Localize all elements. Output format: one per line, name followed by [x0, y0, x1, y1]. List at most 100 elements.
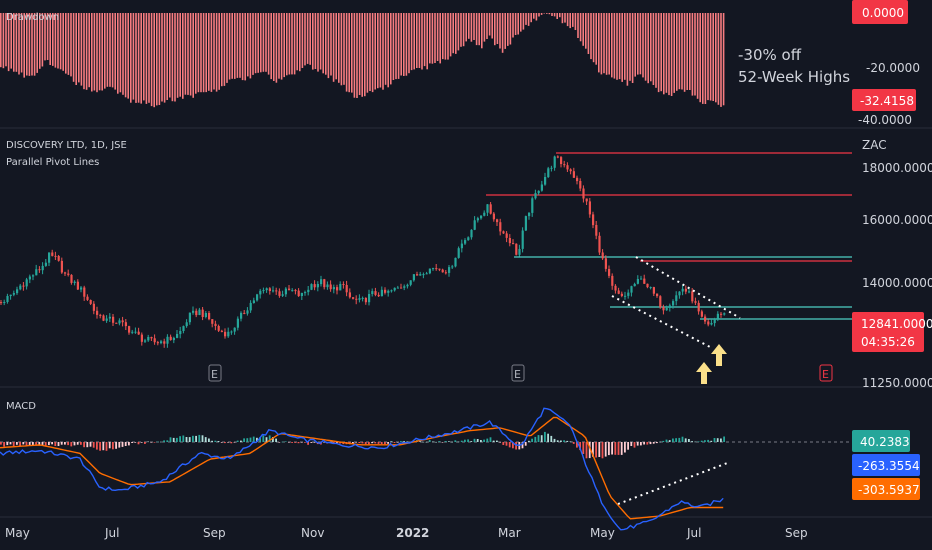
drawdown-bar — [431, 13, 434, 64]
macd-histogram-bar — [35, 442, 37, 446]
macd-histogram-bar — [240, 440, 242, 442]
candle-body — [28, 276, 31, 280]
macd-histogram-bar — [198, 434, 201, 442]
drawdown-bar — [28, 13, 31, 76]
candle-body — [19, 285, 22, 290]
macd-histogram-bar — [508, 442, 511, 448]
drawdown-bars — [0, 13, 725, 108]
candle-body — [688, 291, 691, 293]
macd-histogram-bar — [460, 440, 463, 442]
drawdown-bar — [488, 13, 491, 36]
earnings-marker-label: E — [822, 368, 829, 381]
macd-badge — [852, 430, 910, 452]
earnings-marker-upcoming[interactable] — [819, 364, 833, 382]
drawdown-bar — [247, 13, 249, 77]
earnings-marker[interactable] — [511, 364, 525, 382]
candle-body — [89, 300, 92, 304]
arrow-up-icon — [711, 344, 727, 366]
macd-histogram-bar — [163, 440, 165, 442]
candle-body — [124, 322, 127, 327]
candle-body — [224, 331, 227, 337]
macd-histogram-bar — [524, 442, 527, 446]
drawdown-bar — [169, 13, 171, 98]
macd-histogram-bar — [291, 442, 293, 443]
earnings-marker-label: E — [514, 368, 521, 381]
candle-body — [265, 288, 268, 291]
macd-histogram-bar — [201, 435, 204, 442]
drawdown-bar — [496, 13, 499, 44]
candle-body — [246, 310, 249, 314]
macd-histogram-bar — [28, 442, 31, 446]
drawdown-bar — [585, 13, 587, 49]
drawdown-bar — [88, 13, 90, 88]
candle-body — [316, 284, 319, 288]
candle-body — [438, 268, 441, 270]
drawdown-bar — [444, 13, 447, 60]
drawdown-bar — [460, 13, 462, 47]
macd-histogram-bar — [620, 442, 623, 455]
macd-histogram-bar — [160, 441, 162, 443]
candle-body — [240, 312, 243, 319]
drawdown-bar — [280, 13, 283, 80]
macd-histogram-bar — [604, 442, 607, 457]
drawdown-bar — [288, 13, 291, 75]
drawdown-bar — [195, 13, 197, 94]
macd-value: 40.2383 — [860, 435, 910, 449]
candle-body — [499, 222, 502, 232]
macd-trendline — [617, 461, 731, 505]
macd-histogram-bar — [166, 440, 169, 442]
earnings-marker[interactable] — [208, 364, 222, 382]
candle-body — [131, 331, 134, 333]
macd-histogram-bar — [294, 442, 297, 443]
candle-body — [281, 294, 284, 296]
candle-body — [627, 292, 630, 296]
drawdown-bar — [319, 13, 322, 70]
drawdown-bar — [161, 13, 163, 102]
wedge-trendlines — [611, 256, 741, 349]
candle-body — [716, 313, 719, 319]
candle-body — [553, 156, 556, 168]
drawdown-bar — [540, 13, 543, 15]
macd-histogram-bar — [640, 442, 642, 446]
drawdown-bar — [657, 13, 660, 93]
macd-histogram-bar — [313, 442, 316, 443]
drawdown-bar — [514, 13, 517, 35]
drawdown-bar — [631, 13, 634, 83]
macd-histogram-bar — [54, 442, 57, 446]
drawdown-bar — [598, 13, 600, 73]
candle-body — [428, 268, 431, 274]
macd-histogram-bar — [361, 442, 364, 444]
candle-body — [105, 318, 108, 321]
drawdown-bar — [470, 13, 473, 42]
drawdown-bar — [520, 13, 522, 32]
drawdown-bar — [20, 13, 23, 73]
macd-histogram-bar — [630, 442, 633, 446]
macd-histogram-bar — [483, 439, 485, 442]
drawdown-bar — [273, 13, 275, 81]
drawdown-bar — [18, 13, 20, 75]
drawdown-bar — [527, 13, 530, 26]
macd-title[interactable]: MACD — [6, 401, 36, 412]
drawdown-bar — [652, 13, 655, 85]
candle-body — [393, 287, 396, 291]
drawdown-bar — [150, 13, 153, 107]
candle-body — [531, 198, 534, 213]
macd-histogram-bar — [531, 438, 533, 442]
macd-histogram-bar — [307, 442, 309, 445]
candle-body — [243, 312, 246, 314]
drawdown-bar — [187, 13, 189, 95]
candle-body — [262, 290, 265, 292]
symbol-title[interactable]: DISCOVERY LTD, 1D, JSE — [6, 140, 127, 151]
macd-histogram-bar — [428, 440, 431, 442]
macd-histogram-bar — [512, 442, 514, 449]
candle-body — [284, 288, 287, 295]
macd-histogram-bar — [121, 442, 124, 447]
drawdown-bar — [447, 13, 449, 60]
macd-histogram-bar — [172, 437, 175, 442]
drawdown-bar — [408, 13, 410, 74]
candle-body — [41, 265, 44, 271]
drawdown-bar — [124, 13, 127, 98]
indicator-title[interactable]: Parallel Pivot Lines — [6, 157, 99, 168]
